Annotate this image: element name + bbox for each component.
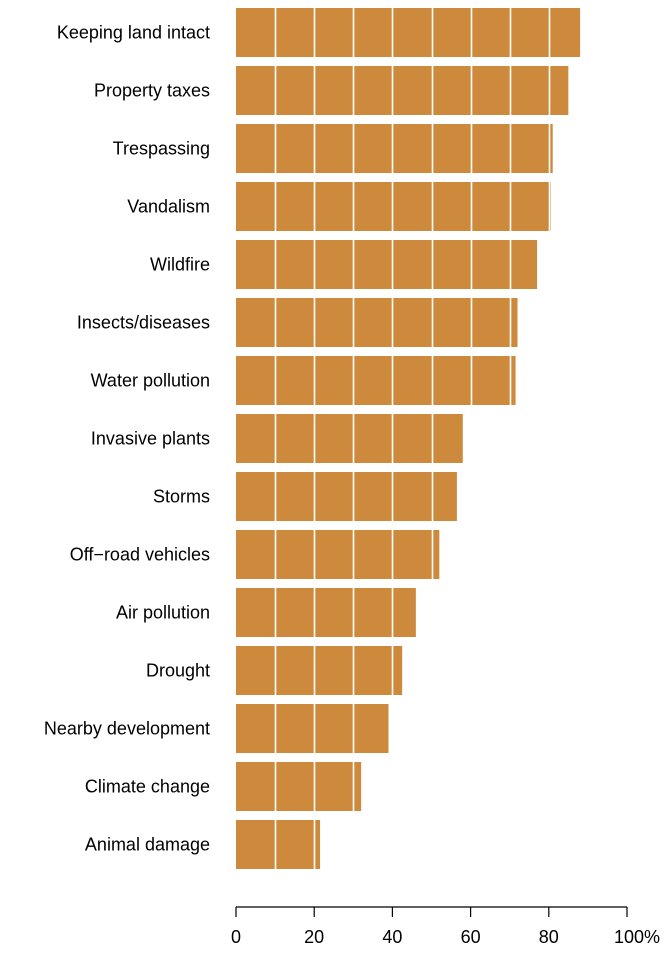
category-label: Wildfire bbox=[150, 255, 210, 275]
x-tick-label: 100% bbox=[614, 927, 660, 947]
category-labels: Keeping land intact Property taxes Trespas… bbox=[44, 23, 210, 855]
bar-12 bbox=[236, 704, 389, 753]
bar-13 bbox=[236, 762, 362, 811]
bar-5 bbox=[236, 298, 518, 347]
x-axis: 0 20 40 60 80 100% bbox=[231, 906, 660, 947]
bar-10 bbox=[236, 588, 416, 637]
bar-4 bbox=[236, 240, 538, 289]
bar-gridlines bbox=[274, 8, 551, 869]
x-tick-label: 60 bbox=[461, 927, 481, 947]
category-label: Off−road vehicles bbox=[70, 545, 210, 565]
category-label: Property taxes bbox=[94, 81, 210, 101]
category-label: Vandalism bbox=[127, 197, 210, 217]
category-label: Invasive plants bbox=[91, 429, 210, 449]
bar-11 bbox=[236, 646, 403, 695]
bar-6 bbox=[236, 356, 516, 405]
x-tick-label: 0 bbox=[231, 927, 241, 947]
category-label: Animal damage bbox=[85, 835, 210, 855]
category-label: Keeping land intact bbox=[57, 23, 210, 43]
bar-8 bbox=[236, 472, 457, 521]
category-label: Air pollution bbox=[116, 603, 210, 623]
bar-7 bbox=[236, 414, 463, 463]
bar-9 bbox=[236, 530, 440, 579]
category-label: Storms bbox=[153, 487, 210, 507]
category-label: Water pollution bbox=[91, 371, 210, 391]
category-label: Trespassing bbox=[113, 139, 210, 159]
category-label: Insects/diseases bbox=[77, 313, 210, 333]
category-label: Nearby development bbox=[44, 719, 210, 739]
x-tick-label: 80 bbox=[539, 927, 559, 947]
bars-layer bbox=[236, 8, 581, 869]
bar-2 bbox=[236, 124, 553, 173]
category-label: Drought bbox=[146, 661, 210, 681]
x-tick-label: 40 bbox=[382, 927, 402, 947]
bar-14 bbox=[236, 820, 321, 869]
category-label: Climate change bbox=[85, 777, 210, 797]
bar-3 bbox=[236, 182, 551, 231]
x-tick-label: 20 bbox=[304, 927, 324, 947]
bar-0 bbox=[236, 8, 581, 57]
bar-1 bbox=[236, 66, 569, 115]
